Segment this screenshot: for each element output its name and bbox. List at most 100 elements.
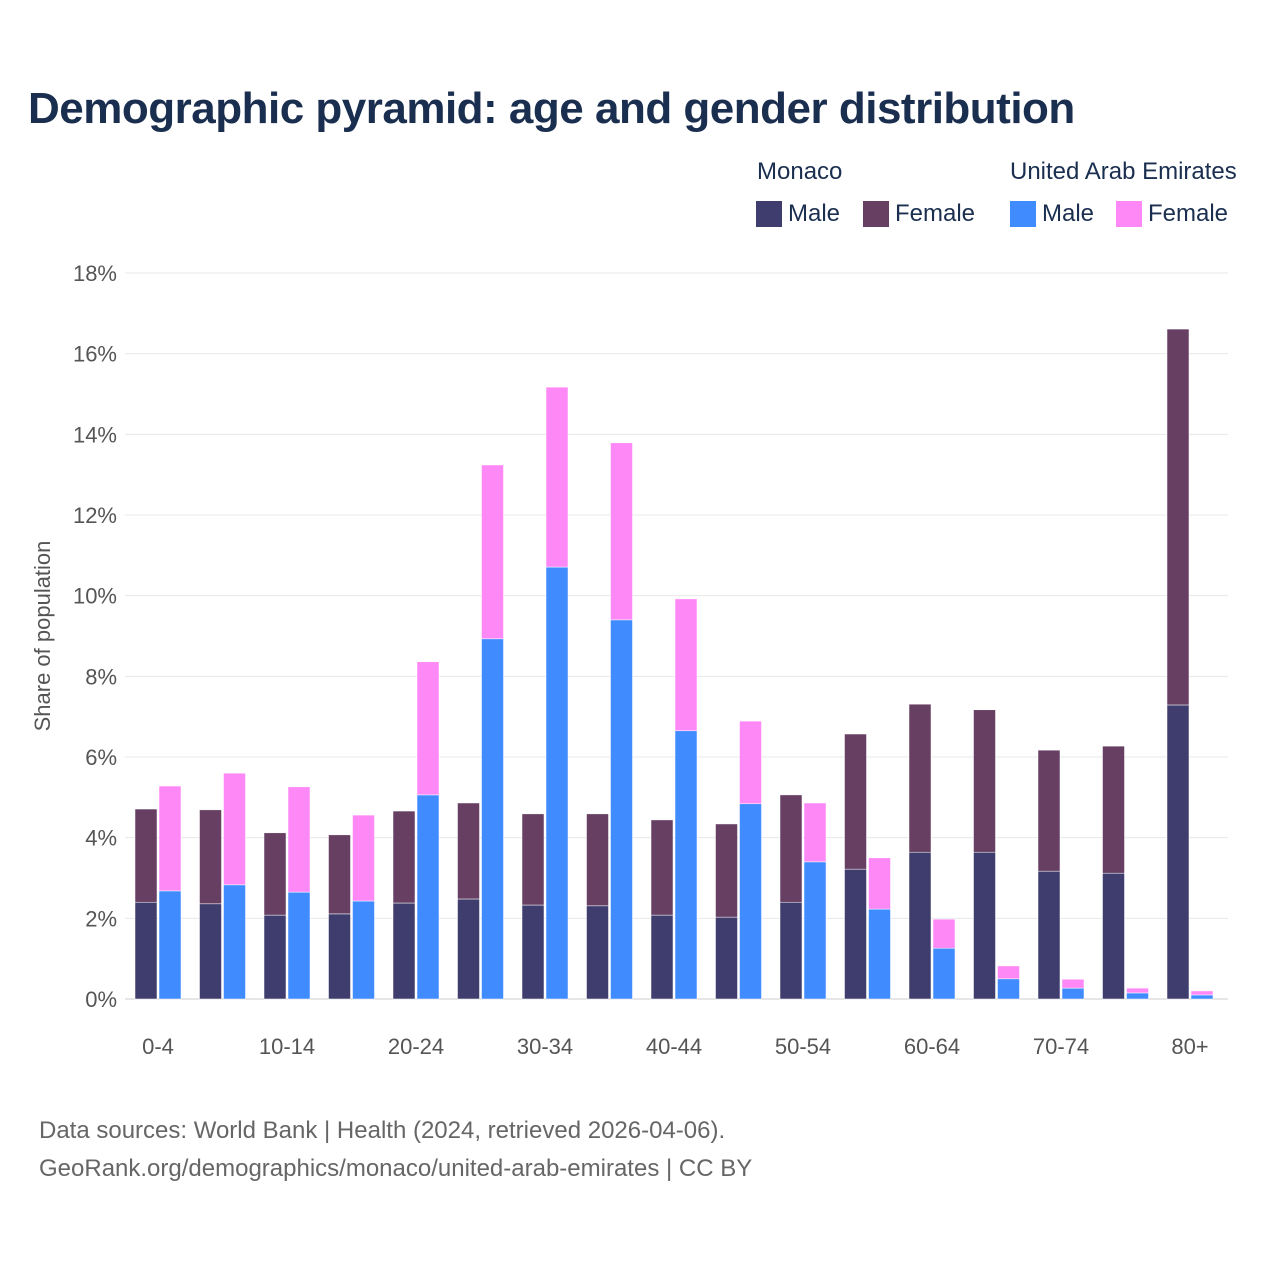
- bar-united-arab-emirates-male-5-9: [223, 884, 246, 1000]
- legend-swatch: [756, 201, 782, 227]
- legend-item-monaco-male[interactable]: Male: [756, 200, 840, 228]
- bar-united-arab-emirates-male-0-4: [158, 890, 182, 1000]
- bar-united-arab-emirates-male-80+: [1190, 994, 1214, 1000]
- bar-united-arab-emirates-male-55-59: [868, 908, 891, 1000]
- bar-monaco-female-15-19: [328, 834, 351, 915]
- legend-swatch: [1010, 201, 1036, 227]
- legend-label: Female: [895, 200, 976, 227]
- bar-monaco-female-35-39: [586, 813, 609, 907]
- x-tick-label: 80+: [1171, 1034, 1208, 1059]
- bar-monaco-male-70-74: [1037, 870, 1061, 1000]
- bar-united-arab-emirates-female-5-9: [223, 772, 246, 886]
- bar-monaco-male-30-34: [521, 904, 545, 1000]
- bar-monaco-female-75-79: [1102, 745, 1125, 874]
- x-tick-label: 0-4: [142, 1034, 174, 1059]
- bar-monaco-male-45-49: [715, 916, 738, 1000]
- bar-monaco-male-0-4: [134, 901, 158, 1000]
- bar-monaco-female-60-64: [908, 703, 932, 853]
- bar-united-arab-emirates-male-60-64: [932, 947, 956, 1000]
- legend-label: Male: [788, 200, 841, 227]
- bar-united-arab-emirates-male-20-24: [416, 794, 440, 1000]
- bar-monaco-female-65-69: [973, 709, 996, 853]
- bar-monaco-female-30-34: [521, 813, 545, 906]
- bar-united-arab-emirates-female-50-54: [803, 802, 827, 863]
- bar-united-arab-emirates-female-55-59: [868, 857, 891, 910]
- legend-swatch: [863, 201, 889, 227]
- bar-united-arab-emirates-male-45-49: [739, 803, 762, 1000]
- bar-monaco-male-5-9: [199, 903, 222, 1000]
- legend-item-monaco-female[interactable]: Female: [863, 200, 975, 228]
- bar-monaco-male-80+: [1166, 704, 1190, 1000]
- bar-united-arab-emirates-female-60-64: [932, 918, 956, 949]
- bar-monaco-female-20-24: [392, 810, 416, 904]
- bar-united-arab-emirates-male-35-39: [610, 619, 633, 1000]
- legend-group-uae: United Arab Emirates: [1010, 158, 1237, 185]
- bar-monaco-male-75-79: [1102, 872, 1125, 1000]
- y-tick-label: 18%: [73, 261, 117, 286]
- y-axis-label: Share of population: [30, 541, 55, 732]
- y-tick-label: 10%: [73, 584, 117, 609]
- bar-monaco-female-70-74: [1037, 749, 1061, 872]
- bar-united-arab-emirates-female-80+: [1190, 990, 1214, 996]
- bar-united-arab-emirates-female-25-29: [481, 464, 504, 640]
- legend-swatch: [1116, 201, 1142, 227]
- bar-monaco-male-50-54: [779, 901, 803, 1000]
- bar-united-arab-emirates-male-10-14: [287, 891, 311, 1000]
- x-tick-label: 10-14: [259, 1034, 315, 1059]
- legend-item-uae-female[interactable]: Female: [1116, 200, 1228, 228]
- bar-monaco-male-55-59: [844, 868, 867, 1000]
- bar-united-arab-emirates-female-45-49: [739, 720, 762, 805]
- bar-united-arab-emirates-female-75-79: [1126, 987, 1149, 994]
- bar-united-arab-emirates-male-65-69: [997, 978, 1020, 1000]
- x-tick-label: 60-64: [904, 1034, 960, 1059]
- y-tick-label: 4%: [85, 826, 117, 851]
- bar-united-arab-emirates-female-30-34: [545, 386, 569, 568]
- legend-group-monaco: Monaco: [757, 158, 843, 185]
- bar-united-arab-emirates-female-35-39: [610, 442, 633, 621]
- y-tick-label: 6%: [85, 745, 117, 770]
- bar-united-arab-emirates-female-0-4: [158, 785, 182, 892]
- bar-united-arab-emirates-male-25-29: [481, 638, 504, 1000]
- bar-monaco-female-50-54: [779, 794, 803, 903]
- source-url: GeoRank.org/demographics/monaco/united-a…: [39, 1155, 753, 1182]
- bar-monaco-male-35-39: [586, 905, 609, 1000]
- bar-united-arab-emirates-male-75-79: [1126, 992, 1149, 1000]
- x-tick-label: 40-44: [646, 1034, 702, 1059]
- bar-monaco-male-10-14: [263, 914, 287, 1000]
- bar-united-arab-emirates-female-15-19: [352, 814, 375, 902]
- x-tick-label: 50-54: [775, 1034, 831, 1059]
- y-tick-label: 16%: [73, 342, 117, 367]
- x-tick-label: 20-24: [388, 1034, 444, 1059]
- legend-label: Male: [1042, 200, 1095, 227]
- plot-area: 0% 2% 4% 6% 8% 10% 12% 14% 16% 18% 0-4 10-14 20-24 3…: [30, 261, 1228, 1059]
- bar-united-arab-emirates-female-70-74: [1061, 978, 1085, 989]
- bar-monaco-female-40-44: [650, 819, 674, 916]
- chart-title: Demographic pyramid: age and gender dist…: [28, 84, 1075, 133]
- bar-united-arab-emirates-female-20-24: [416, 661, 440, 796]
- bar-monaco-female-5-9: [199, 809, 222, 905]
- y-tick-label: 14%: [73, 422, 117, 447]
- source-line: Data sources: World Bank | Health (2024,…: [39, 1117, 726, 1144]
- bar-monaco-male-25-29: [457, 898, 480, 1000]
- bar-monaco-female-45-49: [715, 823, 738, 918]
- bar-monaco-female-80+: [1166, 328, 1190, 706]
- legend-item-uae-male[interactable]: Male: [1010, 200, 1094, 228]
- bar-united-arab-emirates-female-40-44: [674, 598, 698, 732]
- bar-united-arab-emirates-male-30-34: [545, 566, 569, 1000]
- bar-monaco-female-0-4: [134, 808, 158, 903]
- bar-united-arab-emirates-male-40-44: [674, 730, 698, 1000]
- y-tick-label: 12%: [73, 503, 117, 528]
- bar-monaco-male-60-64: [908, 851, 932, 1000]
- y-tick-label: 0%: [85, 987, 117, 1012]
- bar-monaco-female-25-29: [457, 802, 480, 900]
- legend-label: Female: [1148, 200, 1229, 227]
- bar-monaco-male-40-44: [650, 914, 674, 1000]
- bar-united-arab-emirates-male-70-74: [1061, 987, 1085, 1000]
- y-tick-label: 8%: [85, 664, 117, 689]
- bar-monaco-male-15-19: [328, 913, 351, 1000]
- x-tick-label: 30-34: [517, 1034, 573, 1059]
- bar-united-arab-emirates-female-65-69: [997, 965, 1020, 980]
- bar-monaco-male-20-24: [392, 902, 416, 1000]
- bar-monaco-female-10-14: [263, 832, 287, 916]
